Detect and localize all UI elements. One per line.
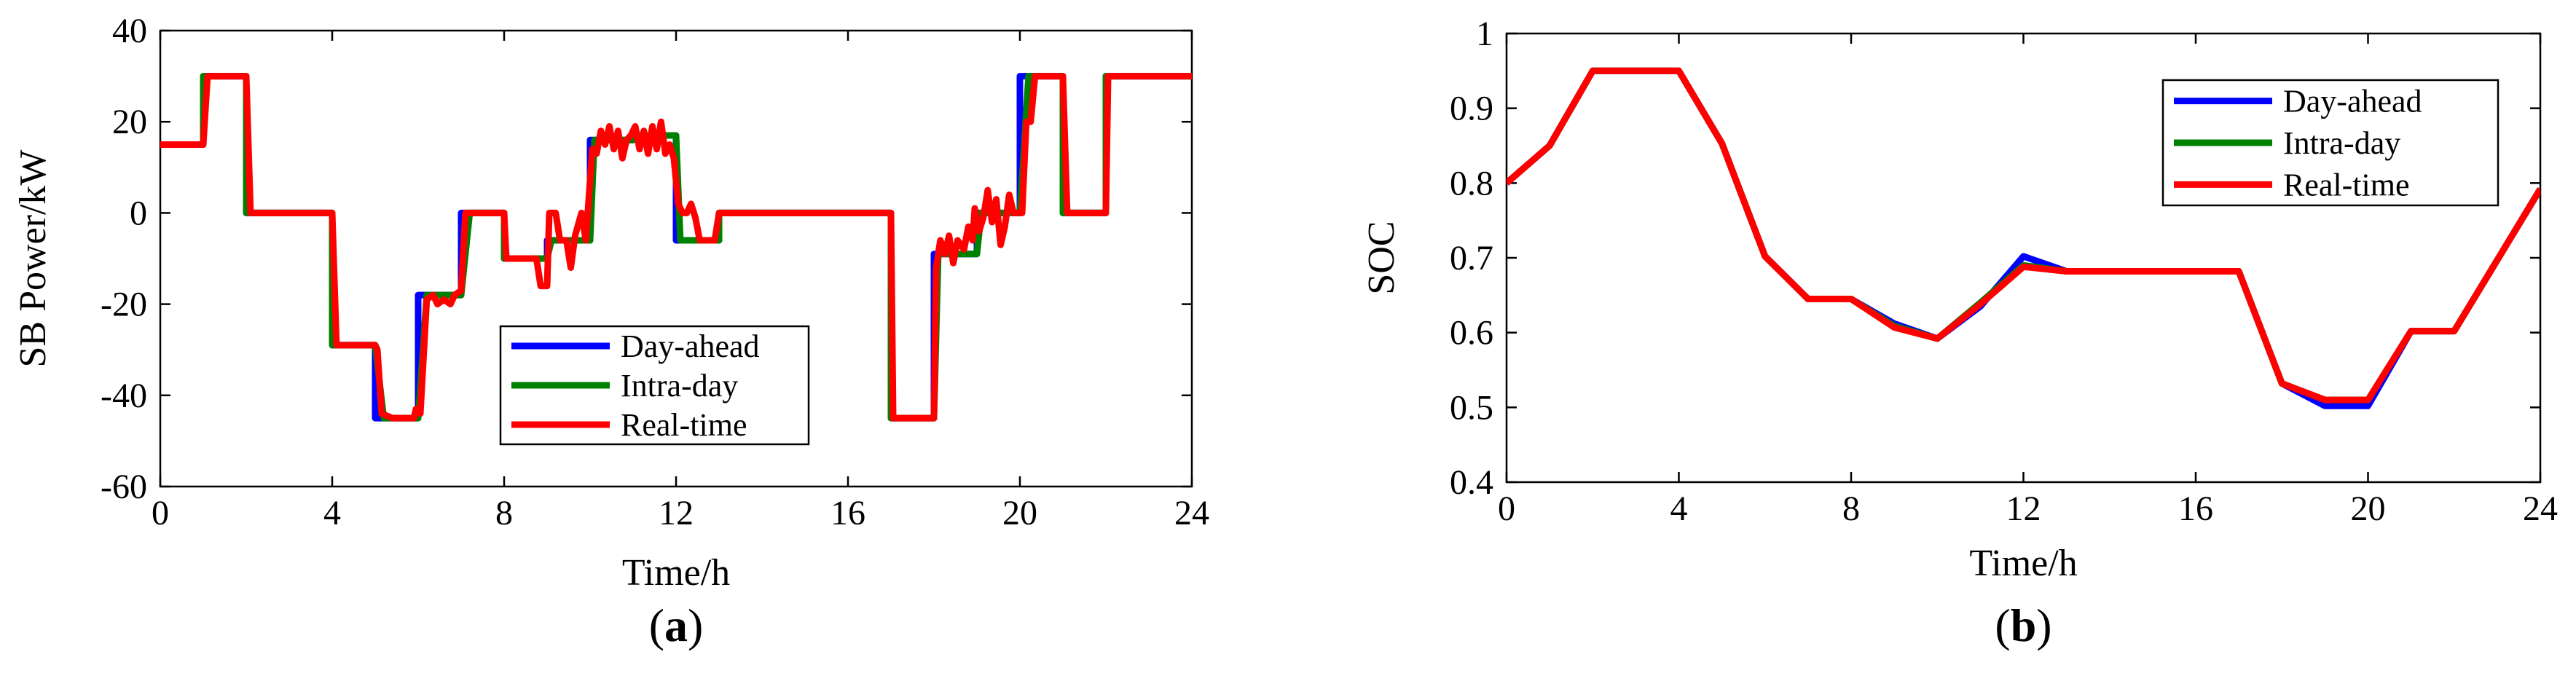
x-tick-label: 16 — [830, 494, 865, 532]
x-tick-label: 16 — [2178, 489, 2213, 528]
y-tick-label: 0.7 — [1450, 239, 1493, 277]
chart-panel-a: 0 4 8 12 16 20 24 -60 -40 -20 0 20 40 Time/h SB Power/… — [12, 12, 1209, 651]
legend: Day-ahead Intra-day Real-time — [499, 325, 810, 446]
legend-label: Intra-day — [2283, 125, 2400, 161]
y-tick-label: 40 — [112, 12, 147, 50]
x-tick-label: 24 — [1174, 494, 1209, 532]
legend-label: Intra-day — [621, 368, 738, 403]
y-tick-label: 0.5 — [1450, 388, 1493, 427]
x-tick-label: 12 — [659, 494, 694, 532]
legend-label: Real-time — [621, 407, 747, 443]
x-axis-label: Time/h — [622, 552, 730, 594]
series-line-real-time — [1507, 67, 2540, 403]
y-tick-label: 0.6 — [1450, 314, 1493, 353]
y-tick-label: -40 — [101, 377, 147, 415]
legend-label: Day-ahead — [2283, 84, 2422, 119]
y-tick-label: 0.4 — [1450, 463, 1493, 502]
legend-label: Day-ahead — [621, 328, 760, 364]
series-group — [160, 73, 1192, 422]
x-tick-label: 0 — [1498, 489, 1515, 528]
panel-label: (b) — [1995, 599, 2051, 651]
y-tick-label: 0.9 — [1450, 90, 1493, 128]
y-tick-label: -60 — [101, 468, 147, 506]
x-tick-label: 24 — [2523, 489, 2558, 528]
x-tick-label: 4 — [323, 494, 341, 532]
x-tick-label: 0 — [152, 494, 169, 532]
x-tick-label: 12 — [2006, 489, 2041, 528]
legend-label: Real-time — [2283, 167, 2410, 202]
series-line-real-time — [160, 73, 1192, 422]
x-tick-label: 20 — [1002, 494, 1037, 532]
x-tick-label: 8 — [495, 494, 513, 532]
x-tick-label: 8 — [1842, 489, 1860, 528]
y-tick-label: 1 — [1476, 15, 1493, 53]
chart-panel-b: 0 4 8 12 16 20 24 0.4 0.5 0.6 0.7 0.8 0.9 1 Time/h SOC D… — [1361, 15, 2558, 651]
y-tick-label: 0.8 — [1450, 164, 1493, 202]
y-axis-label: SOC — [1361, 221, 1402, 294]
y-tick-label: 20 — [112, 103, 147, 141]
legend: Day-ahead Intra-day Real-time — [2161, 79, 2500, 207]
x-axis-label: Time/h — [1969, 543, 2077, 584]
x-tick-label: 4 — [1670, 489, 1688, 528]
y-tick-label: 0 — [130, 194, 147, 232]
y-tick-label: -20 — [101, 286, 147, 324]
x-tick-label: 20 — [2351, 489, 2386, 528]
series-group — [1507, 67, 2540, 409]
panel-label: (a) — [649, 599, 704, 651]
y-axis-label: SB Power/kW — [12, 150, 54, 368]
